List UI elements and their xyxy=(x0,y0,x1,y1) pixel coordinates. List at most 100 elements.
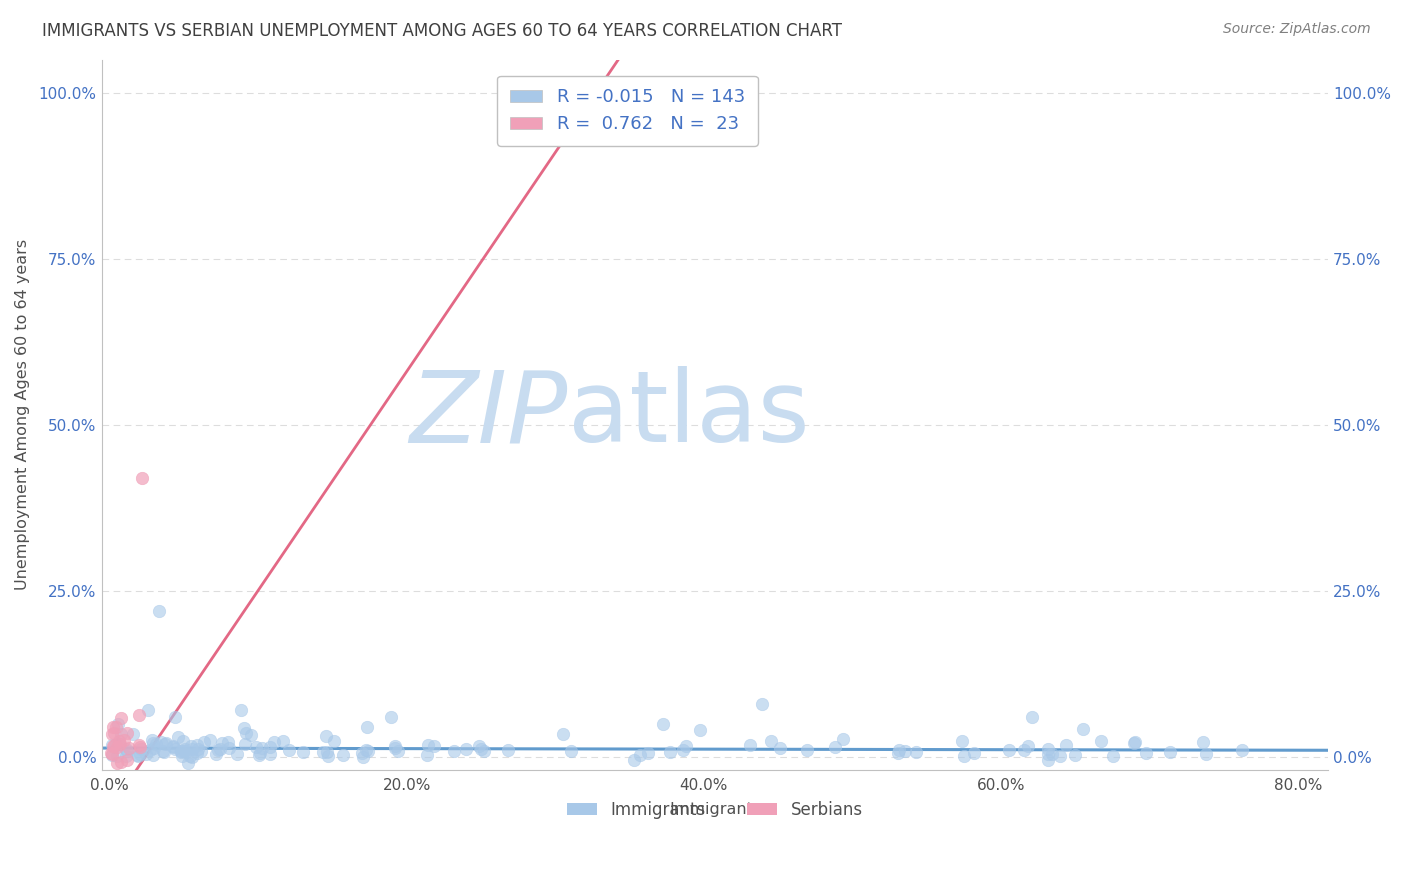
Immigrants xyxy=(380,710,402,724)
Serbians xyxy=(108,734,131,748)
Serbians xyxy=(103,726,125,740)
Serbians xyxy=(105,756,128,771)
Serbians xyxy=(115,753,138,767)
Immigrants xyxy=(1036,742,1059,756)
Immigrants xyxy=(887,746,910,760)
Immigrants xyxy=(1017,739,1039,753)
Immigrants xyxy=(1040,747,1063,762)
Legend: Immigrants, Serbians: Immigrants, Serbians xyxy=(561,794,869,826)
Immigrants xyxy=(172,748,194,763)
Immigrants xyxy=(443,744,465,758)
Immigrants xyxy=(176,745,198,759)
Immigrants xyxy=(953,748,976,763)
Immigrants xyxy=(170,744,193,758)
Immigrants xyxy=(1159,745,1181,759)
Immigrants xyxy=(1230,743,1253,757)
Immigrants xyxy=(122,727,145,741)
Immigrants xyxy=(186,747,208,761)
Immigrants xyxy=(148,604,170,618)
Immigrants xyxy=(416,738,439,752)
Immigrants xyxy=(180,739,202,753)
Immigrants xyxy=(152,744,174,758)
Immigrants xyxy=(468,739,491,753)
Immigrants xyxy=(153,737,176,751)
Immigrants xyxy=(155,736,177,750)
Immigrants xyxy=(759,734,782,748)
Immigrants xyxy=(172,733,194,747)
Immigrants xyxy=(142,747,165,762)
Serbians xyxy=(110,711,132,725)
Serbians xyxy=(101,747,124,761)
Immigrants xyxy=(1054,738,1077,752)
Text: atlas: atlas xyxy=(568,367,810,463)
Immigrants xyxy=(129,747,152,761)
Serbians xyxy=(100,727,122,741)
Serbians xyxy=(101,739,124,753)
Immigrants xyxy=(229,703,252,717)
Immigrants xyxy=(211,736,233,750)
Immigrants xyxy=(179,748,201,763)
Immigrants xyxy=(751,697,773,711)
Immigrants xyxy=(1021,710,1043,724)
Immigrants xyxy=(454,742,477,756)
Immigrants xyxy=(824,739,846,754)
Serbians xyxy=(105,739,128,754)
Immigrants xyxy=(887,743,910,757)
Immigrants xyxy=(174,742,197,756)
Immigrants xyxy=(332,747,354,762)
Immigrants xyxy=(115,741,138,756)
Immigrants xyxy=(832,731,855,746)
Immigrants xyxy=(352,749,374,764)
Immigrants xyxy=(273,733,295,747)
Immigrants xyxy=(115,744,138,758)
Immigrants xyxy=(181,749,204,764)
Immigrants xyxy=(115,748,138,763)
Immigrants xyxy=(651,716,673,731)
Immigrants xyxy=(1191,734,1213,748)
Serbians xyxy=(112,733,135,747)
Immigrants xyxy=(107,737,129,751)
Text: Source: ZipAtlas.com: Source: ZipAtlas.com xyxy=(1223,22,1371,37)
Immigrants xyxy=(153,745,176,759)
Immigrants xyxy=(322,733,344,747)
Immigrants xyxy=(422,739,444,754)
Immigrants xyxy=(658,745,681,759)
Immigrants xyxy=(162,740,184,755)
Immigrants xyxy=(316,745,339,759)
Immigrants xyxy=(1049,748,1071,763)
Immigrants xyxy=(186,738,208,752)
Immigrants xyxy=(163,742,186,756)
Immigrants xyxy=(200,732,222,747)
Serbians xyxy=(129,740,152,755)
Immigrants xyxy=(193,735,215,749)
Y-axis label: Unemployment Among Ages 60 to 64 years: Unemployment Among Ages 60 to 64 years xyxy=(15,239,30,591)
Serbians xyxy=(115,726,138,740)
Immigrants xyxy=(233,737,256,751)
Immigrants xyxy=(560,744,582,758)
Immigrants xyxy=(218,741,240,756)
Immigrants xyxy=(387,744,409,758)
Immigrants xyxy=(1090,734,1112,748)
Immigrants xyxy=(180,741,202,756)
Immigrants xyxy=(963,746,986,760)
Immigrants xyxy=(125,747,148,762)
Immigrants xyxy=(291,745,314,759)
Immigrants xyxy=(553,727,575,741)
Immigrants xyxy=(354,742,377,756)
Immigrants xyxy=(496,742,519,756)
Immigrants xyxy=(247,748,270,763)
Immigrants xyxy=(162,739,184,754)
Immigrants xyxy=(1063,747,1085,762)
Immigrants xyxy=(259,747,281,761)
Serbians xyxy=(128,708,150,723)
Immigrants xyxy=(145,737,167,751)
Immigrants xyxy=(232,721,254,735)
Immigrants xyxy=(190,744,212,758)
Immigrants xyxy=(263,735,285,749)
Immigrants xyxy=(142,736,165,750)
Immigrants xyxy=(637,747,659,761)
Text: ZIP: ZIP xyxy=(409,367,568,463)
Immigrants xyxy=(1036,753,1059,767)
Immigrants xyxy=(1135,747,1157,761)
Immigrants xyxy=(138,743,160,757)
